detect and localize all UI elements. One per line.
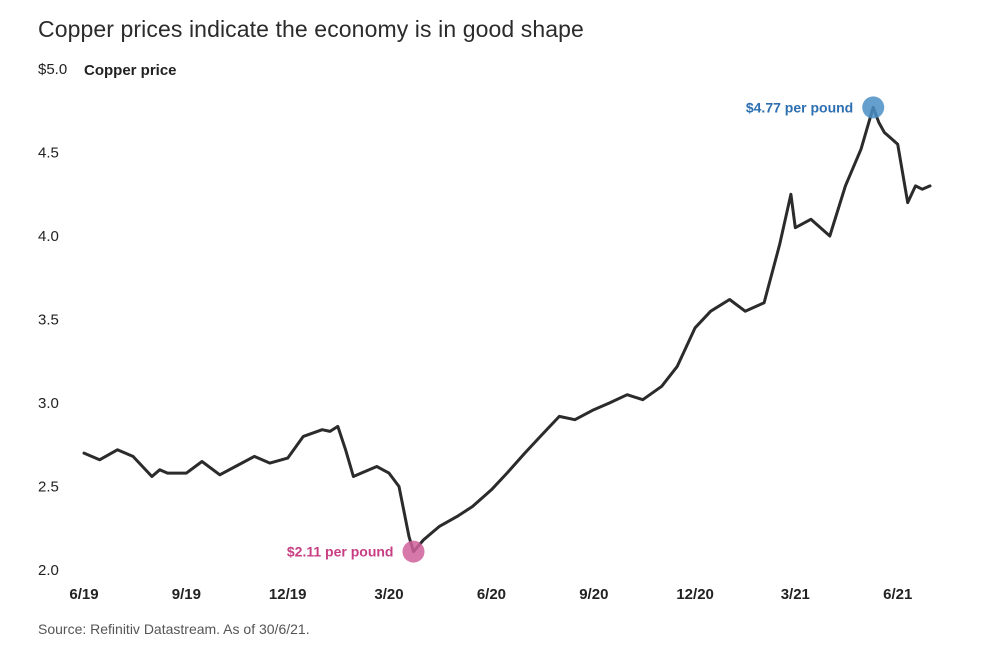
chart-title: Copper prices indicate the economy is in… <box>38 16 584 42</box>
high-point-marker <box>862 96 885 119</box>
copper-price-series-line <box>82 105 932 554</box>
high-point-label: $4.77 per pound <box>746 99 853 115</box>
annotations: $4.77 per pound $2.11 per pound <box>287 96 885 563</box>
y-tick-label: 4.5 <box>38 145 59 162</box>
y-tick-label: $5.0 <box>38 61 67 78</box>
source-note: Source: Refinitiv Datastream. As of 30/6… <box>38 621 310 637</box>
y-tick-label: 3.0 <box>38 395 59 412</box>
x-tick-label: 9/20 <box>579 586 608 603</box>
x-tick-label: 6/21 <box>883 586 912 603</box>
y-tick-label: 2.5 <box>38 479 59 496</box>
y-tick-label: 3.5 <box>38 312 59 329</box>
x-tick-label: 12/19 <box>269 586 307 603</box>
y-tick-label: 2.0 <box>38 562 59 579</box>
low-point-marker <box>402 540 425 563</box>
y-axis-ticks: $5.0 4.5 4.0 3.5 3.0 2.5 2.0 <box>38 61 67 579</box>
x-axis-ticks: 6/19 9/19 12/19 3/20 6/20 9/20 12/20 3/21 6/21 <box>69 586 912 603</box>
x-tick-label: 6/20 <box>477 586 506 603</box>
y-axis-label: Copper price <box>84 62 177 79</box>
x-tick-label: 3/21 <box>781 586 810 603</box>
x-tick-label: 9/19 <box>172 586 201 603</box>
low-point-label: $2.11 per pound <box>287 544 394 560</box>
x-tick-label: 3/20 <box>374 586 403 603</box>
x-tick-label: 12/20 <box>676 586 714 603</box>
y-tick-label: 4.0 <box>38 228 59 245</box>
x-tick-label: 6/19 <box>69 586 98 603</box>
